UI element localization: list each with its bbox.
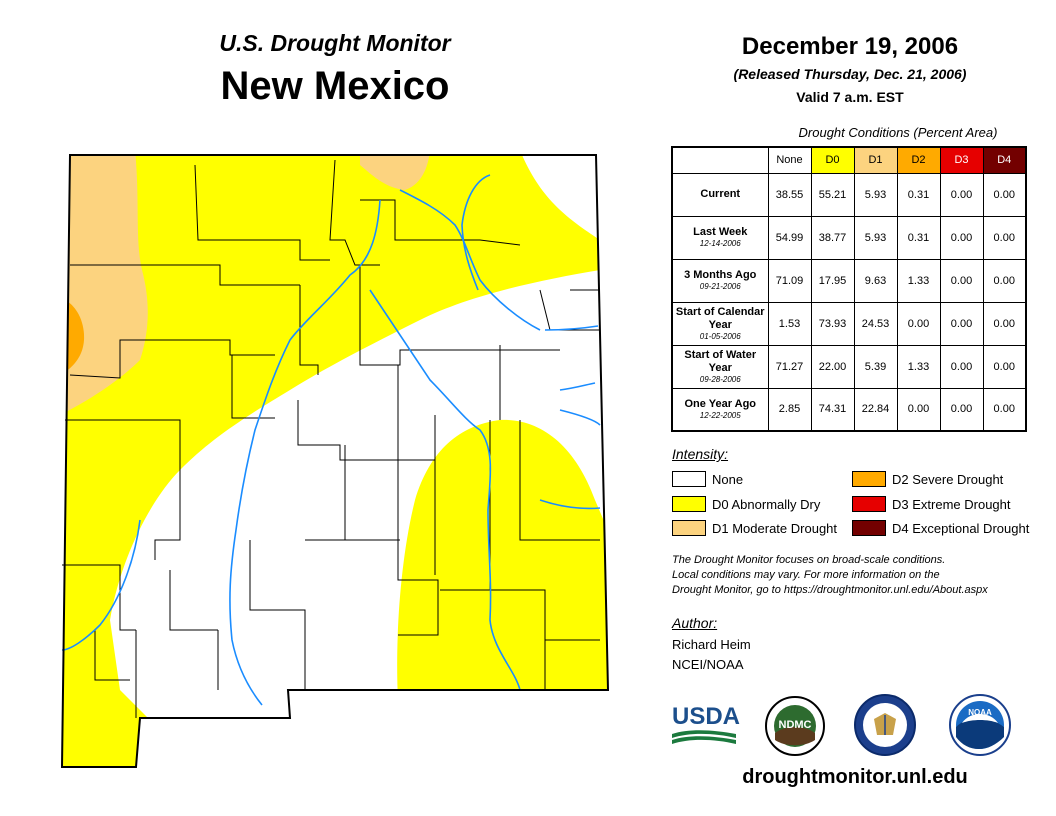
row-label: Start of Calendar Year 01-05-2006: [671, 301, 769, 346]
table-cell: 0.00: [982, 172, 1027, 217]
table-cell: 5.39: [853, 344, 898, 389]
new-mexico-drought-map: [60, 154, 610, 768]
row-label: Current: [671, 172, 769, 217]
table-cell: 17.95: [810, 258, 855, 303]
table-cell: 22.00: [810, 344, 855, 389]
table-row: 3 Months Ago 09-21-2006 71.09 17.95 9.63 1.33…: [671, 258, 1027, 303]
drought-conditions-table: None D0 D1 D2 D3 D4 Current 38.55 55.21 5.9…: [671, 146, 1027, 432]
ndmc-logo: NDMC: [765, 696, 825, 756]
legend-label: D2 Severe Drought: [892, 471, 1004, 487]
table-cell: 0.00: [982, 215, 1027, 260]
table-cell: 0.00: [982, 344, 1027, 389]
map-subtitle: U.S. Drought Monitor: [219, 30, 451, 56]
legend-item: D3 Extreme Drought: [852, 496, 1011, 512]
table-cell: 73.93: [810, 301, 855, 346]
legend-swatch: [672, 520, 706, 536]
table-cell: 0.31: [896, 172, 941, 217]
table-cell: 0.00: [939, 387, 984, 432]
info-note: The Drought Monitor focuses on broad-sca…: [672, 554, 988, 596]
legend-item: D0 Abnormally Dry: [672, 496, 820, 512]
svg-text:NOAA: NOAA: [968, 708, 992, 717]
author-org: NCEI/NOAA: [672, 657, 744, 672]
table-cell: 74.31: [810, 387, 855, 432]
row-label: One Year Ago 12-22-2005: [671, 387, 769, 432]
table-cell: 1.53: [767, 301, 812, 346]
table-cell: 55.21: [810, 172, 855, 217]
table-cell: 71.09: [767, 258, 812, 303]
col-header: D4: [982, 146, 1027, 174]
table-cell: 24.53: [853, 301, 898, 346]
d0-region-north: [62, 155, 600, 767]
valid-time: Valid 7 a.m. EST: [796, 89, 904, 105]
table-cell: 0.00: [896, 387, 941, 432]
svg-text:USDA: USDA: [672, 703, 740, 730]
legend-label: D1 Moderate Drought: [712, 520, 838, 536]
table-cell: 1.33: [896, 258, 941, 303]
table-cell: 0.00: [896, 301, 941, 346]
table-cell: 0.00: [939, 258, 984, 303]
map-title: New Mexico: [220, 64, 450, 108]
table-row: Start of Water Year 09-28-2006 71.27 22.00 5…: [671, 344, 1027, 389]
rivers: [61, 174, 601, 706]
usda-logo: USDA: [672, 703, 740, 744]
date-title: December 19, 2006: [741, 33, 959, 60]
col-header: None: [767, 146, 812, 174]
table-cell: 0.00: [982, 258, 1027, 303]
legend-label: D3 Extreme Drought: [892, 496, 1011, 512]
col-header: D2: [896, 146, 941, 174]
table-cell: 0.31: [896, 215, 941, 260]
legend-swatch: [852, 471, 886, 487]
table-row: Current 38.55 55.21 5.93 0.31 0.00 0.00: [671, 172, 1027, 217]
d1-region-north: [360, 155, 430, 190]
table-cell: 22.84: [853, 387, 898, 432]
row-label: 3 Months Ago 09-21-2006: [671, 258, 769, 303]
table-cell: 5.93: [853, 172, 898, 217]
table-cell: 38.77: [810, 215, 855, 260]
row-label: Start of Water Year 09-28-2006: [671, 344, 769, 389]
table-cell: 0.00: [939, 215, 984, 260]
table-cell: 2.85: [767, 387, 812, 432]
commerce-logo: [854, 694, 916, 756]
table-cell: 0.00: [939, 344, 984, 389]
table-cell: 38.55: [767, 172, 812, 217]
legend-swatch: [672, 471, 706, 487]
d2-region-west: [65, 300, 85, 372]
noaa-logo: NOAA: [949, 694, 1011, 756]
table-cell: 1.33: [896, 344, 941, 389]
table-row: Last Week 12-14-2006 54.99 38.77 5.93 0.31 0.0…: [671, 215, 1027, 260]
legend-swatch: [672, 496, 706, 512]
table-cell: 0.00: [982, 387, 1027, 432]
table-row: Start of Calendar Year 01-05-2006 1.53 73.9…: [671, 301, 1027, 346]
legend-label: D4 Exceptional Drought: [892, 520, 1030, 536]
svg-text:NDMC: NDMC: [779, 719, 812, 731]
legend-title: Intensity:: [672, 446, 729, 462]
table-cell: 54.99: [767, 215, 812, 260]
state-border: [60, 154, 610, 768]
table-row: One Year Ago 12-22-2005 2.85 74.31 22.84 0.00…: [671, 387, 1027, 432]
table-cell: 0.00: [939, 301, 984, 346]
table-cell: 0.00: [939, 172, 984, 217]
table-caption: Drought Conditions (Percent Area): [798, 125, 998, 140]
legend-item: D1 Moderate Drought: [672, 520, 837, 536]
legend-label: None: [712, 471, 744, 487]
table-cell: 5.93: [853, 215, 898, 260]
table-cell: 9.63: [853, 258, 898, 303]
release-date: (Released Thursday, Dec. 21, 2006): [733, 66, 967, 82]
legend-swatch: [852, 520, 886, 536]
author-title: Author:: [672, 615, 718, 631]
row-label: Last Week 12-14-2006: [671, 215, 769, 260]
legend-label: D0 Abnormally Dry: [712, 496, 821, 512]
legend-swatch: [852, 496, 886, 512]
table-cell: 0.00: [982, 301, 1027, 346]
d0-region-southeast: [397, 419, 608, 700]
author-name: Richard Heim: [672, 637, 751, 652]
legend-item: D2 Severe Drought: [852, 471, 1003, 487]
col-header: D0: [810, 146, 855, 174]
col-header: D3: [939, 146, 984, 174]
table-cell: 71.27: [767, 344, 812, 389]
col-header: D1: [853, 146, 898, 174]
footer-url[interactable]: droughtmonitor.unl.edu: [742, 766, 968, 788]
legend-item: None: [672, 471, 743, 487]
legend-item: D4 Exceptional Drought: [852, 520, 1029, 536]
